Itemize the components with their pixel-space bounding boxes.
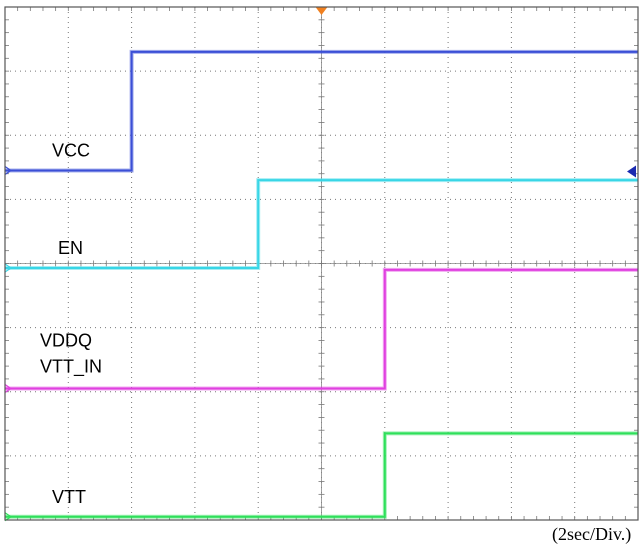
trace-vddq-vtt-in bbox=[5, 268, 638, 390]
trace-vcc bbox=[5, 50, 638, 172]
markers bbox=[4, 7, 636, 522]
channel-marker bbox=[4, 166, 13, 176]
channel-marker bbox=[4, 263, 13, 273]
plot-frame bbox=[4, 6, 639, 521]
trigger-position-marker bbox=[315, 7, 328, 15]
trace-vtt bbox=[5, 432, 638, 518]
trace-labels: VCC EN VDDQ VTT_IN VTT bbox=[40, 141, 102, 507]
trace-label: VDDQ bbox=[40, 331, 92, 351]
traces bbox=[5, 49, 638, 519]
trace-label: VCC bbox=[52, 141, 90, 161]
trigger-level-marker bbox=[627, 165, 636, 178]
trace-label: EN bbox=[58, 238, 83, 258]
grid bbox=[4, 6, 639, 521]
time-per-division-label: (2sec/Div.) bbox=[552, 524, 632, 544]
trace-label: VTT bbox=[52, 487, 86, 507]
channel-marker bbox=[4, 384, 13, 394]
trace-en bbox=[5, 179, 638, 269]
oscilloscope-plot: VCC EN VDDQ VTT_IN VTT bbox=[4, 6, 639, 522]
trace-label: VTT_IN bbox=[40, 357, 102, 378]
